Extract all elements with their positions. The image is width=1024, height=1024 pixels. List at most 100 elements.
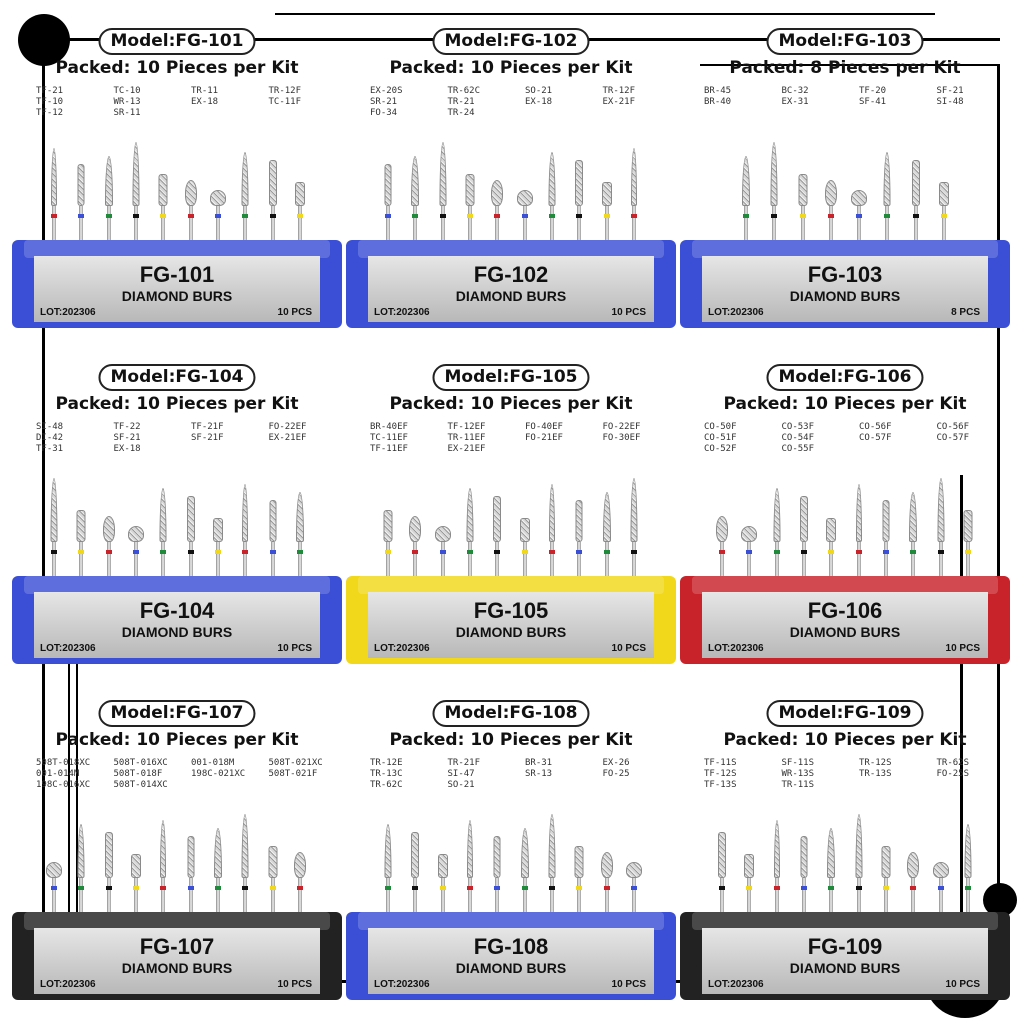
bur-code: EX-31	[781, 97, 809, 107]
bur-row	[383, 478, 638, 584]
bur-icon	[855, 814, 863, 920]
bur-icon	[268, 820, 278, 920]
frame-line-second-top	[700, 64, 1000, 66]
bur-icon	[212, 484, 223, 584]
code-list: BR-45 BC-32 TF-20 SF-21 BR-40 EX-31 SF-41 SI-48	[690, 86, 1000, 107]
bur-code: FO-25	[602, 769, 630, 779]
piece-count: 10 PCS	[945, 643, 980, 654]
product-type: DIAMOND BURS	[121, 624, 233, 640]
lot-number: LOT:202306	[374, 979, 430, 990]
bur-icon	[384, 148, 392, 248]
piece-count: 10 PCS	[611, 643, 646, 654]
bur-code: FO-30EF	[602, 433, 641, 443]
bur-icon	[209, 148, 226, 248]
bur-icon	[625, 820, 642, 920]
packed-label: Packed: 10 Pieces per Kit	[389, 58, 633, 78]
bur-icon	[630, 478, 638, 584]
bur-code: 198C-016XC	[36, 780, 91, 790]
code-list: TR-12E TR-21F BR-31 EX-26 TR-13C SI-47 SR-13 FO…	[356, 758, 666, 790]
bur-icon	[574, 820, 584, 920]
piece-count: 10 PCS	[277, 979, 312, 990]
bur-icon	[465, 148, 475, 248]
bur-icon	[383, 484, 393, 584]
bur-code: 508T-021F	[268, 769, 318, 779]
bur-icon	[158, 148, 168, 248]
bur-code: SO-21	[447, 780, 475, 790]
bur-icon	[799, 484, 808, 584]
bur-row	[50, 142, 305, 248]
bur-code: TF-11EF	[370, 444, 408, 454]
model-label: Model:FG-103	[766, 28, 924, 55]
bur-code: TR-11S	[781, 780, 815, 790]
bur-icon	[493, 820, 501, 920]
bur-row	[716, 478, 973, 584]
bur-code: 508T-014XC	[113, 780, 168, 790]
bur-code: CO-53F	[781, 422, 815, 432]
product-type: DIAMOND BURS	[789, 624, 901, 640]
bur-code: CO-54F	[781, 433, 815, 443]
bur-code: EX-18	[525, 97, 553, 107]
model-label: Model:FG-105	[432, 364, 590, 391]
bur-code: SF-11S	[781, 758, 815, 768]
bur-icon	[293, 820, 306, 920]
bur-code: EX-18	[191, 97, 219, 107]
bur-icon	[548, 484, 556, 584]
bur-icon	[882, 484, 890, 584]
bur-code: EX-26	[602, 758, 630, 768]
bur-icon	[824, 148, 837, 248]
bur-icon	[718, 820, 726, 920]
bur-code: CO-56F	[936, 422, 970, 432]
piece-count: 10 PCS	[611, 307, 646, 318]
bur-icon	[77, 148, 85, 248]
bur-icon	[519, 484, 530, 584]
bur-code: TR-62C	[370, 780, 403, 790]
bur-code: BR-40EF	[370, 422, 408, 432]
bur-icon	[411, 820, 420, 920]
bur-icon	[466, 484, 474, 584]
product-type: DIAMOND BURS	[121, 960, 233, 976]
product-type: DIAMOND BURS	[789, 960, 901, 976]
bur-icon	[575, 148, 584, 248]
bur-code: TR-12F	[602, 86, 636, 96]
product-code: FG-104	[139, 598, 215, 623]
bur-icon	[268, 148, 277, 248]
bur-code: SF-21F	[191, 433, 224, 443]
bur-code: TR-12F	[268, 86, 302, 96]
bur-code: CO-57F	[936, 433, 970, 443]
bur-icon	[881, 820, 891, 920]
bur-icon	[798, 148, 808, 248]
bur-code: TR-13S	[859, 769, 892, 779]
bur-code: 508T-018XC	[36, 758, 91, 768]
bur-icon	[295, 484, 304, 584]
bur-icon	[516, 148, 533, 248]
frame-dot-right	[983, 883, 1017, 917]
bur-icon	[213, 820, 222, 920]
bur-stand: FG-107 DIAMOND BURS LOT:202306 10 PCS	[12, 912, 342, 1000]
product-label: FG-102 DIAMOND BURS LOT:202306 10 PCS	[368, 256, 654, 322]
bur-code: SI-47	[447, 769, 475, 779]
bur-code: TR-12E	[370, 758, 403, 768]
piece-count: 10 PCS	[611, 979, 646, 990]
product-code: FG-101	[139, 262, 215, 287]
bur-code: BR-40	[704, 97, 732, 107]
bur-icon	[409, 484, 422, 584]
kit-card: Model:FG-105 Packed: 10 Pieces per Kit BR-…	[346, 356, 676, 676]
bur-icon	[46, 820, 62, 920]
bur-row	[718, 814, 972, 920]
kit-card: Model:FG-103 Packed: 8 Pieces per Kit BR-4…	[680, 20, 1010, 340]
bur-stand: FG-102 DIAMOND BURS LOT:202306 10 PCS	[346, 240, 676, 328]
bur-icon	[911, 148, 920, 248]
code-list: CO-50F CO-53F CO-56F CO-56F CO-51F CO-54F CO-5…	[690, 422, 1000, 454]
bur-icon	[963, 484, 973, 584]
bur-code: TR-13C	[370, 769, 403, 779]
lot-number: LOT:202306	[40, 643, 96, 654]
bur-icon	[241, 148, 249, 248]
product-label: FG-105 DIAMOND BURS LOT:202306 10 PCS	[368, 592, 654, 658]
bur-icon	[932, 820, 949, 920]
bur-icon	[50, 478, 58, 584]
code-list: TF-11S SF-11S TR-12S TR-62S TF-12S WR-13S TR-1…	[690, 758, 1000, 790]
bur-icon	[520, 820, 529, 920]
lot-number: LOT:202306	[708, 307, 764, 318]
bur-icon	[493, 484, 502, 584]
product-type: DIAMOND BURS	[121, 288, 233, 304]
